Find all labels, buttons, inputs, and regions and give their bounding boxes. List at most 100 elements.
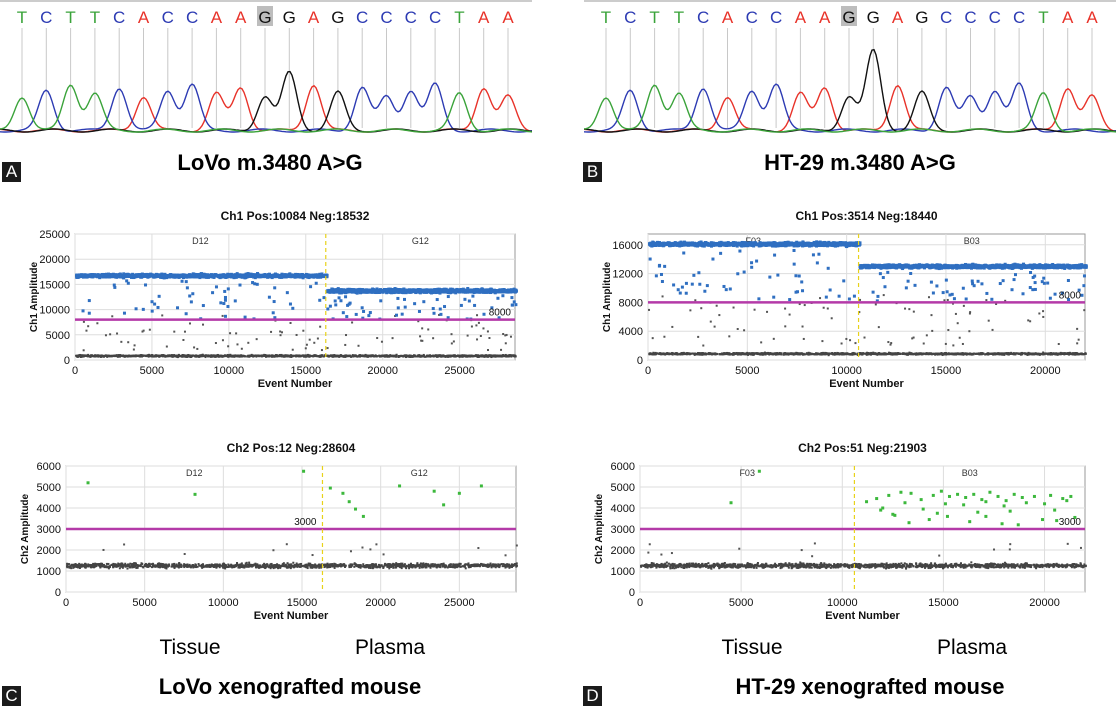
negative-droplet — [272, 354, 275, 357]
positive-droplet — [259, 274, 263, 278]
negative-droplet — [259, 354, 262, 357]
negative-droplet — [341, 354, 344, 357]
rain-droplet — [391, 337, 394, 340]
negative-droplet — [243, 566, 246, 569]
positive-droplet — [288, 274, 292, 278]
negative-droplet — [146, 354, 149, 357]
positive-droplet — [223, 298, 227, 302]
negative-droplet — [459, 354, 462, 357]
positive-droplet — [337, 296, 341, 300]
negative-droplet — [187, 565, 190, 568]
base-letter: C — [989, 8, 1001, 27]
y-tick-label: 2000 — [37, 545, 61, 557]
positive-droplet — [107, 275, 111, 279]
positive-droplet — [328, 304, 332, 308]
positive-droplet — [87, 311, 91, 315]
negative-droplet — [80, 564, 83, 567]
negative-droplet — [308, 355, 311, 358]
negative-droplet — [84, 354, 87, 357]
negative-droplet — [107, 562, 110, 565]
rain-droplet — [173, 330, 176, 333]
rain-droplet — [302, 329, 305, 332]
negative-droplet — [218, 566, 221, 569]
positive-droplet — [162, 274, 166, 278]
negative-droplet — [348, 566, 351, 569]
positive-droplet — [112, 283, 116, 287]
negative-droplet — [285, 354, 288, 357]
positive-droplet — [132, 274, 136, 278]
negative-droplet — [118, 567, 121, 570]
positive-droplet — [446, 316, 450, 320]
positive-droplet — [379, 299, 383, 303]
base-letter: C — [940, 8, 952, 27]
negative-droplet — [426, 354, 429, 357]
negative-droplet — [430, 563, 433, 566]
negative-droplet — [227, 566, 230, 569]
negative-droplet — [79, 564, 82, 567]
negative-droplet — [241, 564, 244, 567]
positive-droplet — [380, 290, 384, 294]
positive-droplet — [267, 295, 271, 299]
negative-droplet — [175, 354, 178, 357]
positive-droplet — [508, 289, 512, 293]
negative-droplet — [107, 567, 110, 570]
rain-droplet — [320, 349, 323, 352]
rain-droplet — [120, 340, 123, 343]
base-letter: C — [356, 8, 368, 27]
negative-droplet — [479, 354, 482, 357]
negative-droplet — [502, 563, 505, 566]
negative-droplet — [404, 566, 407, 569]
negative-droplet — [117, 564, 120, 567]
panel-letter-b: B — [583, 162, 602, 182]
positive-droplet — [467, 299, 471, 303]
negative-droplet — [480, 354, 483, 357]
negative-droplet — [432, 354, 435, 357]
rain-droplet — [133, 344, 136, 347]
positive-droplet — [367, 288, 371, 292]
negative-droplet — [475, 563, 478, 566]
positive-droplet — [183, 274, 187, 278]
positive-droplet — [475, 288, 479, 292]
rain-droplet — [504, 342, 507, 345]
negative-droplet — [202, 354, 205, 357]
positive-droplet — [312, 274, 316, 278]
negative-droplet — [333, 565, 336, 568]
negative-droplet — [359, 566, 362, 569]
positive-droplet — [448, 291, 452, 295]
negative-droplet — [505, 355, 508, 358]
positive-droplet — [174, 273, 178, 277]
base-letter: A — [1086, 8, 1098, 27]
ddpcr-plot-c-ch2: Ch2 Pos:12 Neg:28604 0 5000 10000 15000 20000… — [0, 438, 540, 638]
rain-droplet — [279, 334, 282, 337]
rain-droplet — [488, 337, 491, 340]
negative-droplet — [272, 567, 275, 570]
negative-droplet — [414, 564, 417, 567]
rain-droplet — [96, 322, 99, 325]
negative-droplet — [315, 564, 318, 567]
positive-droplet — [302, 274, 306, 278]
negative-droplet — [233, 355, 236, 358]
positive-droplet — [457, 288, 461, 292]
rain-droplet — [452, 340, 455, 343]
positive-droplet — [314, 281, 318, 285]
negative-droplet — [503, 355, 506, 358]
rain-droplet — [116, 332, 119, 335]
negative-droplet — [359, 564, 362, 567]
negative-droplet — [201, 566, 204, 569]
trace-C — [0, 82, 532, 133]
rain-droplet — [270, 330, 273, 333]
negative-droplet — [378, 354, 381, 357]
negative-droplet — [246, 563, 249, 566]
negative-droplet — [356, 355, 359, 358]
negative-droplet — [494, 355, 497, 358]
negative-droplet — [204, 356, 207, 359]
negative-droplet — [150, 354, 153, 357]
negative-droplet — [202, 564, 205, 567]
positive-droplet — [413, 302, 417, 306]
well-label: D12 — [186, 468, 203, 478]
negative-droplet — [382, 566, 385, 569]
negative-droplet — [110, 563, 113, 566]
positive-droplet — [134, 307, 138, 311]
rain-droplet — [313, 341, 316, 344]
positive-droplet — [333, 299, 337, 303]
